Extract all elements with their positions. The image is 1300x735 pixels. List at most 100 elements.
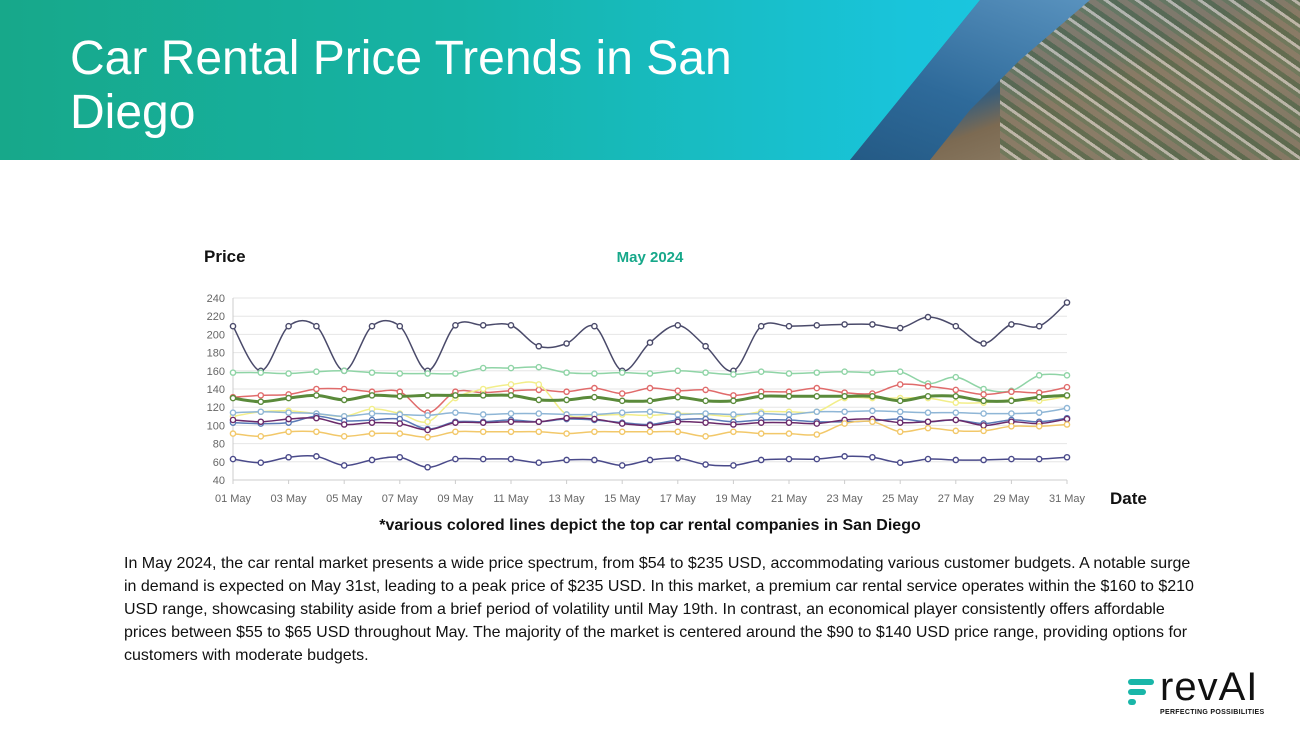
chart-series [229, 299, 1071, 471]
data-point [340, 385, 348, 393]
data-point [452, 428, 459, 436]
x-tick-label: 21 May [771, 493, 808, 505]
data-point [285, 409, 292, 416]
data-point [479, 392, 487, 399]
data-point [479, 419, 487, 426]
data-point [924, 409, 932, 416]
data-point [1008, 455, 1015, 463]
data-point [813, 455, 821, 463]
x-tick-label: 29 May [993, 493, 1030, 505]
data-point [479, 411, 487, 418]
data-point [563, 456, 570, 464]
data-point [507, 455, 515, 463]
data-point [618, 409, 626, 416]
data-point [757, 419, 765, 426]
data-point [785, 322, 793, 330]
data-point [452, 455, 459, 463]
data-point [1035, 455, 1043, 463]
data-point [896, 459, 904, 467]
data-point [340, 396, 348, 404]
data-point [1063, 415, 1071, 423]
data-point [952, 392, 960, 400]
data-point [257, 433, 265, 440]
data-point [924, 392, 932, 400]
data-point [702, 369, 709, 376]
data-point [229, 369, 237, 376]
data-point [924, 382, 932, 390]
data-point [257, 408, 265, 416]
x-tick-label: 01 May [215, 493, 252, 505]
data-point [340, 367, 348, 375]
data-point [952, 409, 960, 416]
data-point [424, 426, 431, 434]
data-point [507, 428, 515, 436]
data-point [396, 420, 404, 427]
data-point [535, 459, 543, 467]
data-point [229, 430, 237, 437]
data-point [952, 373, 960, 381]
data-point [563, 340, 570, 347]
data-point [368, 430, 376, 437]
x-tick-label: 15 May [604, 493, 641, 505]
data-point [702, 419, 709, 426]
data-point [730, 371, 737, 378]
data-point [535, 363, 543, 371]
data-point [1063, 453, 1071, 461]
data-point [674, 454, 682, 462]
data-point [924, 313, 932, 321]
data-point [424, 370, 431, 377]
data-point [813, 392, 821, 400]
chart-caption: *various colored lines depict the top ca… [379, 517, 921, 534]
data-point [591, 370, 598, 377]
series-8 [229, 418, 1071, 441]
data-point [285, 453, 292, 461]
data-point [841, 420, 848, 427]
data-point [896, 419, 904, 426]
x-tick-label: 05 May [326, 493, 363, 505]
x-tick-label: 17 May [660, 493, 697, 505]
y-tick-label: 60 [213, 457, 225, 469]
data-point [757, 392, 765, 400]
x-tick-label: 25 May [882, 493, 919, 505]
data-point [841, 453, 848, 460]
data-point [535, 418, 543, 426]
data-point [479, 364, 487, 372]
data-point [396, 453, 404, 461]
data-point [646, 422, 654, 429]
data-point [257, 369, 265, 376]
series-0 [229, 299, 1071, 375]
data-point [813, 384, 821, 392]
data-point [591, 456, 598, 464]
data-point [785, 455, 793, 463]
data-point [896, 381, 904, 388]
data-point [674, 367, 682, 375]
x-tick-label: 11 May [493, 493, 529, 505]
series-line [232, 301, 1068, 372]
data-point [618, 390, 626, 397]
logo-tagline: PERFECTING POSSIBILITIES [1160, 709, 1265, 716]
data-point [869, 407, 876, 415]
data-point [591, 393, 598, 401]
y-tick-label: 160 [207, 366, 225, 378]
data-point [980, 422, 987, 429]
data-point [313, 414, 320, 422]
summary-paragraph: In May 2024, the car rental market prese… [124, 555, 1194, 664]
data-point [980, 397, 987, 405]
y-tick-label: 40 [213, 475, 225, 487]
data-point [424, 418, 431, 426]
x-axis-label: Date [1110, 489, 1147, 508]
data-point [702, 397, 709, 405]
data-point [869, 321, 876, 328]
data-point [674, 321, 682, 329]
data-point [313, 385, 320, 393]
data-point [702, 410, 709, 417]
x-tick-label: 23 May [827, 493, 864, 505]
chart-title: May 2024 [617, 249, 684, 266]
x-tick-label: 19 May [715, 493, 752, 505]
price-line-chart: Price May 2024 Date 40 60 80 100 120 140 160 18… [204, 247, 1147, 508]
y-tick-label: 220 [207, 311, 225, 323]
data-point [507, 410, 515, 417]
data-point [396, 322, 404, 330]
data-point [452, 392, 459, 399]
data-point [340, 462, 348, 469]
